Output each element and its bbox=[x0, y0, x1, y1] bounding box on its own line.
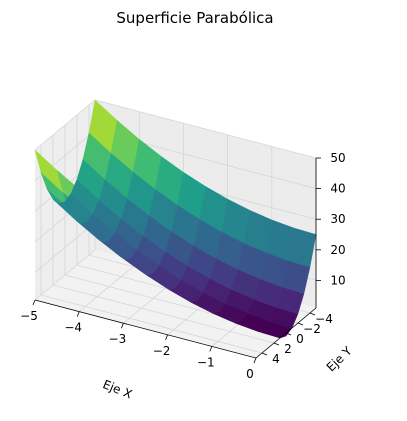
x-tick-label: −4 bbox=[64, 321, 82, 335]
y-tick-label: −2 bbox=[303, 322, 321, 336]
y-tick-mark bbox=[297, 322, 304, 326]
z-tick-label: 30 bbox=[330, 212, 345, 226]
z-tick-label: 20 bbox=[330, 243, 345, 257]
y-tick-mark bbox=[309, 312, 316, 316]
y-tick-label: 4 bbox=[272, 352, 280, 366]
y-tick-label: −4 bbox=[315, 312, 333, 326]
z-tick-label: 50 bbox=[330, 151, 345, 165]
x-tick-mark bbox=[32, 299, 36, 306]
surface-mesh bbox=[34, 99, 317, 339]
y-tick-label: 0 bbox=[296, 332, 304, 346]
x-tick-label: −5 bbox=[20, 309, 38, 323]
x-tick-mark bbox=[121, 323, 124, 329]
y-axis-label: Eje Y bbox=[324, 343, 355, 374]
x-tick-mark bbox=[209, 346, 213, 352]
chart-title: Superficie Parabólica bbox=[116, 9, 273, 27]
x-tick-label: −3 bbox=[109, 332, 127, 346]
x-tick-mark bbox=[253, 357, 257, 364]
x-axis-label: Eje X bbox=[101, 377, 134, 401]
y-tick-mark bbox=[261, 352, 268, 356]
z-tick-label: 10 bbox=[330, 273, 345, 287]
y-gridline bbox=[64, 125, 287, 334]
y-tick-mark bbox=[285, 332, 292, 336]
surface-patch bbox=[287, 227, 317, 268]
x-tick-label: −2 bbox=[153, 344, 171, 358]
y-tick-mark bbox=[273, 342, 280, 346]
y-tick-label: 2 bbox=[284, 342, 292, 356]
z-tick-label: 40 bbox=[330, 182, 345, 196]
x-tick-label: 0 bbox=[246, 367, 254, 381]
x-axis-line bbox=[34, 299, 257, 359]
x-tick-mark bbox=[76, 311, 80, 317]
x-tick-mark bbox=[165, 334, 168, 340]
y-gridline bbox=[40, 145, 263, 354]
x-tick-label: −1 bbox=[197, 355, 215, 369]
